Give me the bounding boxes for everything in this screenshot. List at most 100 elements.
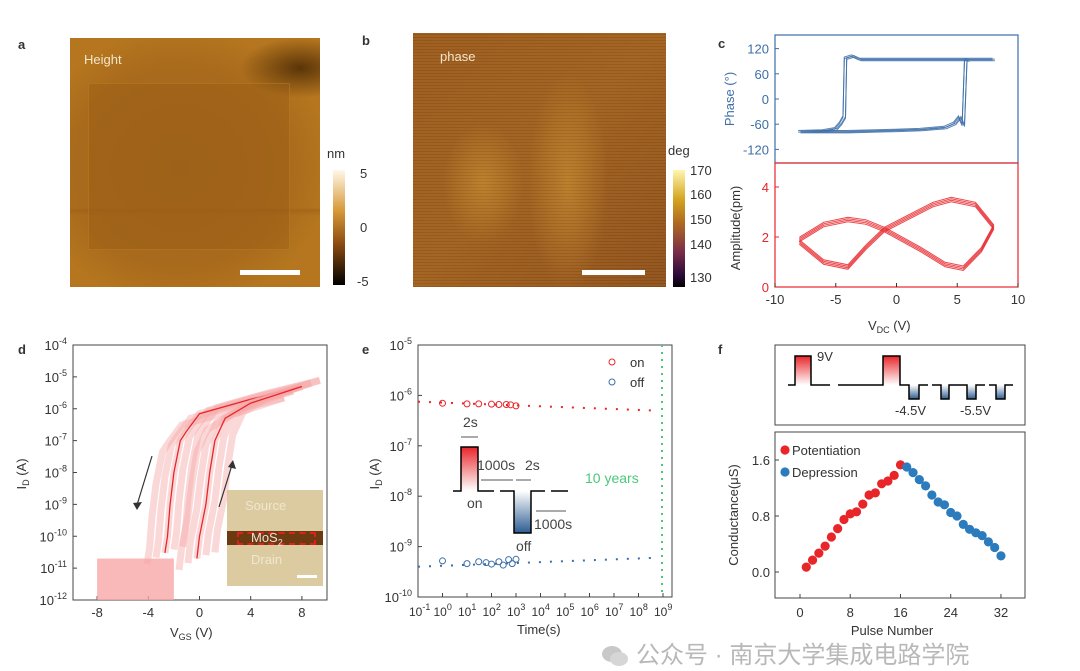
up-sweep-arrowhead (228, 460, 236, 469)
inset-waveform (500, 490, 545, 534)
c-xtick-label: 10 (1011, 292, 1025, 307)
watermark: 公众号 · 南京大学集成电路学院 (600, 642, 969, 670)
pulse-amplitude-label: 9V (817, 349, 833, 364)
e-xtick-label: 107 (605, 602, 623, 619)
down-sweep-arrowhead (133, 502, 142, 510)
up-sweep-arrow (218, 464, 233, 508)
data-point-on (488, 400, 495, 408)
pulse-amplitude-label: -4.5V (895, 403, 926, 418)
panel-label-e: e (362, 342, 369, 357)
transfer-curve-spread (143, 394, 285, 565)
depression-pulse (967, 385, 976, 399)
d-y-axis-label: ID (A) (14, 458, 31, 489)
f-xtick-label: 8 (847, 605, 854, 620)
amplitude-butterfly-line (798, 198, 995, 269)
f-x-axis-label: Pulse Number (851, 623, 934, 638)
colorbar-b-tick: 130 (690, 270, 712, 285)
f-xtick-label: 24 (943, 605, 957, 620)
data-point-depression (902, 462, 912, 472)
e-ytick-label: 10-9 (390, 538, 412, 555)
transfer-curve-spread (175, 394, 286, 571)
d-ytick-label: 10-8 (45, 464, 67, 481)
data-point-off (475, 558, 483, 566)
d-ytick-label: 10-10 (40, 527, 67, 544)
down-sweep-arrow (136, 455, 153, 506)
data-point-potentiation (839, 514, 849, 525)
e-ytick-label: 10-6 (390, 386, 412, 403)
legend-marker-off (608, 378, 616, 386)
data-point-potentiation (870, 488, 880, 498)
colorbar-b-unit: deg (668, 143, 690, 158)
potentiation-pulse (883, 356, 900, 385)
colorbar-a-tick: -5 (357, 274, 369, 289)
inset-label-off: off (516, 538, 531, 554)
height-colorbar (333, 170, 345, 285)
d-ytick-label: 10-11 (40, 559, 67, 576)
scale-bar-a (240, 270, 300, 275)
e-ytick-label: 10-10 (385, 588, 412, 605)
pulse-amplitude-label: -5.5V (960, 403, 991, 418)
data-point-on (463, 400, 471, 408)
d-ytick-label: 10-12 (40, 591, 67, 608)
e-y-axis-label: ID (A) (367, 458, 384, 489)
data-point-depression (914, 475, 924, 485)
data-point-potentiation (801, 562, 811, 572)
channel-text: MoS (251, 530, 278, 545)
data-point-on (439, 399, 446, 407)
channel-label: MoS2 (251, 530, 283, 548)
panel-label-b: b (362, 33, 370, 48)
scale-bar-b (582, 270, 645, 275)
data-point-off (488, 560, 495, 568)
wechat-icon (602, 646, 628, 666)
data-point-depression (952, 511, 962, 521)
data-point-depression (921, 481, 931, 491)
inset-label-pulse2: 2s (525, 457, 540, 473)
colorbar-b-tick: 170 (690, 163, 712, 178)
legend-marker-depression (780, 467, 790, 477)
colorbar-b-tick: 150 (690, 212, 712, 227)
amplitude-axis-label: Amplitude(pm) (728, 186, 743, 271)
e-xtick-label: 103 (507, 602, 525, 619)
phase-ytick-label: 0 (762, 92, 769, 107)
legend-marker-on (608, 358, 616, 366)
depression-pulse (909, 385, 919, 399)
e-xtick-label: 106 (581, 602, 599, 619)
data-point-depression (939, 500, 950, 510)
pulse-waveform (788, 355, 830, 386)
scale-bar-d (297, 575, 317, 578)
data-point-off (439, 557, 446, 565)
colorbar-a-unit: nm (327, 146, 345, 161)
transfer-curve-spread (211, 376, 321, 553)
phase-ytick-label: -60 (750, 117, 769, 132)
f-xtick-label: 0 (796, 605, 803, 620)
legend-label-off: off (630, 375, 645, 390)
panel-label-d: d (18, 342, 26, 357)
data-point-off (505, 556, 513, 564)
phase-plot-frame (774, 34, 1019, 164)
colorbar-b-tick: 160 (690, 187, 712, 202)
colorbar-a-tick: 0 (360, 220, 367, 235)
e-xtick-label: 100 (434, 602, 452, 619)
e-xtick-label: 102 (483, 602, 501, 619)
flake-region (88, 83, 290, 250)
data-point-off (495, 558, 503, 566)
data-point-depression (908, 468, 918, 478)
phase-loop-line (798, 55, 993, 133)
data-point-off (499, 561, 507, 569)
device-image-inset: Source MoS2 Drain (227, 490, 323, 586)
transfer-curve-spread (170, 379, 312, 551)
panel-label-c: c (718, 36, 725, 51)
phase-ytick-label: 60 (755, 67, 769, 82)
data-point-off (463, 560, 471, 568)
f-xtick-label: 32 (994, 605, 1008, 620)
on-pulse (461, 447, 478, 491)
d-ytick-label: 10-6 (45, 400, 67, 417)
phase-axis-label: Phase (°) (722, 72, 737, 126)
c-xtick-label: -5 (830, 292, 842, 307)
phase-colorbar (673, 170, 685, 287)
d-ytick-label: 10-5 (45, 368, 67, 385)
depression-pulse (996, 385, 1005, 399)
e-x-axis-label: Time(s) (517, 622, 561, 637)
d-xtick-label: -8 (91, 605, 103, 620)
